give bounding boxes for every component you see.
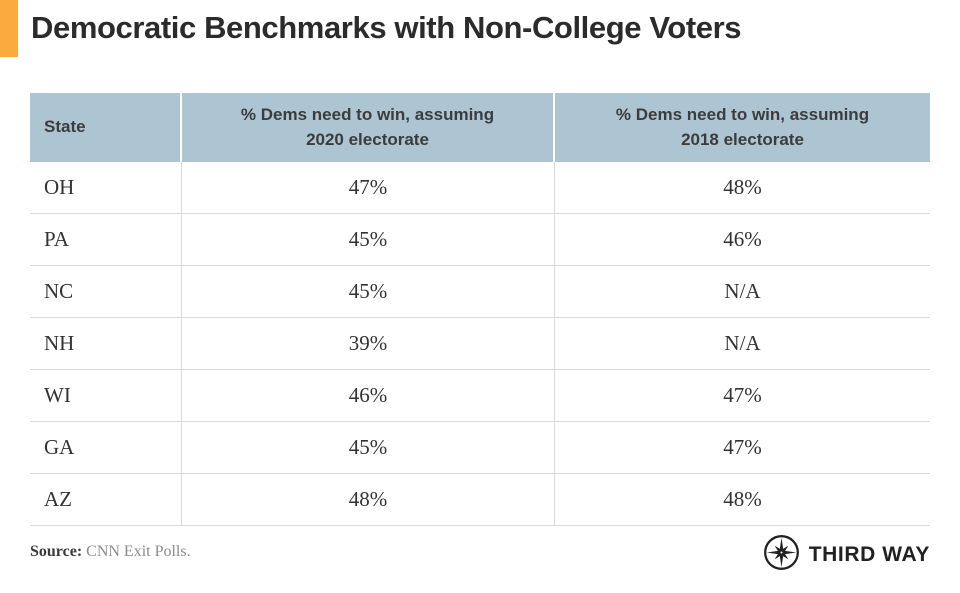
- title-accent-bar: [0, 0, 18, 57]
- table-header-row: State % Dems need to win, assuming 2020 …: [30, 93, 930, 162]
- cell-2018-value: 48%: [723, 175, 762, 199]
- cell-2020-value: 48%: [182, 474, 555, 525]
- cell-state: NC: [30, 266, 182, 317]
- cell-state: AZ: [30, 474, 182, 525]
- column-header-2020: % Dems need to win, assuming 2020 electo…: [182, 93, 555, 162]
- cell-2018-value: N/A: [724, 331, 761, 355]
- column-header-state-label: State: [44, 117, 86, 137]
- column-header-2018-line2: 2018 electorate: [681, 129, 804, 149]
- table-row: GA 45% 47%: [30, 422, 930, 474]
- table-row: PA 45% 46%: [30, 214, 930, 266]
- cell-2018-value: 47%: [723, 383, 762, 407]
- page-title: Democratic Benchmarks with Non-College V…: [31, 10, 742, 45]
- cell-2020-value: 45%: [182, 266, 555, 317]
- table-row: OH 47% 48%: [30, 162, 930, 214]
- compass-star-icon: [763, 534, 800, 576]
- table-row: NH 39% N/A: [30, 318, 930, 370]
- column-header-2018: % Dems need to win, assuming 2018 electo…: [555, 93, 930, 162]
- third-way-logo: THIRD WAY: [763, 534, 930, 576]
- logo-text: THIRD WAY: [808, 543, 930, 566]
- cell-2020-value: 45%: [182, 214, 555, 265]
- cell-2018-value: N/A: [724, 279, 761, 303]
- cell-2020-value: 46%: [182, 370, 555, 421]
- cell-2020-value: 45%: [182, 422, 555, 473]
- cell-2018-value: 47%: [723, 435, 762, 459]
- cell-2018-value: 48%: [723, 487, 762, 511]
- cell-state: GA: [30, 422, 182, 473]
- table-row: AZ 48% 48%: [30, 474, 930, 526]
- table-row: WI 46% 47%: [30, 370, 930, 422]
- column-header-2020-line1: % Dems need to win, assuming: [240, 104, 495, 124]
- table-row: NC 45% N/A: [30, 266, 930, 318]
- cell-state: WI: [30, 370, 182, 421]
- cell-2018-value: 46%: [723, 227, 762, 251]
- source-line: Source: CNN Exit Polls.: [30, 543, 191, 561]
- column-header-2020-line2: 2020 electorate: [306, 129, 429, 149]
- cell-state: NH: [30, 318, 182, 369]
- cell-2020-value: 39%: [182, 318, 555, 369]
- cell-2020-value: 47%: [182, 162, 555, 213]
- source-text: CNN Exit Polls.: [82, 543, 191, 560]
- column-header-2018-line1: % Dems need to win, assuming: [615, 104, 870, 124]
- cell-state: PA: [30, 214, 182, 265]
- benchmarks-table: State % Dems need to win, assuming 2020 …: [30, 93, 930, 526]
- cell-state: OH: [30, 162, 182, 213]
- column-header-state: State: [30, 93, 182, 162]
- source-label: Source:: [30, 543, 83, 560]
